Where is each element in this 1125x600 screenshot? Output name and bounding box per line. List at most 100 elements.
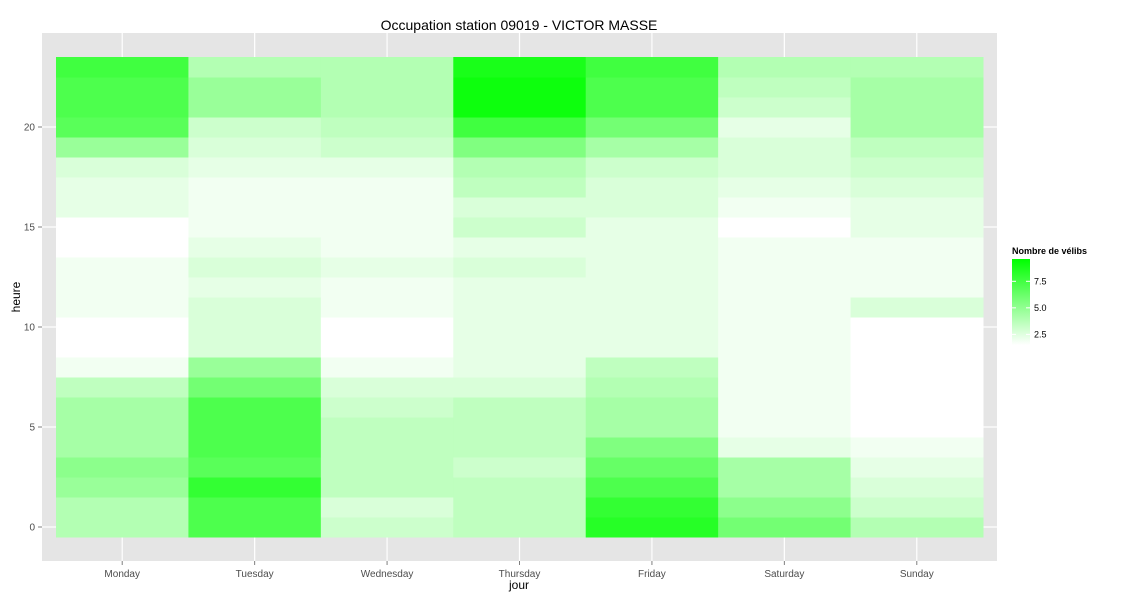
- heatmap-cell: [850, 477, 984, 498]
- heatmap-cell: [850, 197, 984, 218]
- heatmap-cell: [585, 117, 719, 138]
- heatmap-cell: [850, 517, 984, 538]
- heatmap-cell: [718, 257, 852, 278]
- heatmap-cell: [188, 337, 322, 358]
- heatmap-cell: [718, 437, 852, 458]
- heatmap-cell: [188, 297, 322, 318]
- heatmap-cell: [188, 477, 322, 498]
- heatmap-cell: [850, 97, 984, 118]
- heatmap-cell: [585, 237, 719, 258]
- heatmap-cell: [56, 457, 189, 478]
- heatmap-cell: [850, 377, 984, 398]
- x-axis-label: jour: [508, 578, 529, 592]
- heatmap-cell: [188, 437, 322, 458]
- heatmap-cell: [453, 377, 587, 398]
- heatmap-cell: [320, 377, 454, 398]
- heatmap-cell: [188, 257, 322, 278]
- heatmap-cell: [585, 317, 719, 338]
- heatmap-cell: [56, 357, 189, 378]
- heatmap-cell: [718, 97, 852, 118]
- heatmap-cell: [453, 137, 587, 158]
- legend-colorbar: [1012, 259, 1030, 345]
- heatmap-cell: [320, 197, 454, 218]
- heatmap-cell: [56, 317, 189, 338]
- heatmap-cell: [188, 457, 322, 478]
- heatmap-cell: [320, 297, 454, 318]
- heatmap-cell: [585, 477, 719, 498]
- heatmap-cell: [585, 257, 719, 278]
- heatmap-cell: [56, 137, 189, 158]
- heatmap-cell: [320, 137, 454, 158]
- heatmap-cell: [850, 137, 984, 158]
- heatmap-cell: [320, 317, 454, 338]
- heatmap-cell: [585, 277, 719, 298]
- heatmap-cell: [453, 157, 587, 178]
- x-axis-ticks: Monday Tuesday Wednesday Thursday Friday Satu…: [104, 561, 934, 580]
- heatmap-cell: [850, 157, 984, 178]
- heatmap-cell: [320, 417, 454, 438]
- heatmap-cell: [850, 297, 984, 318]
- x-tick-label: Sunday: [900, 569, 934, 580]
- heatmap-cell: [718, 277, 852, 298]
- heatmap-cell: [585, 177, 719, 198]
- heatmap-cell: [320, 237, 454, 258]
- heatmap-cell: [453, 97, 587, 118]
- legend-tick-label: 2.5: [1034, 329, 1047, 339]
- heatmap-cell: [56, 77, 189, 98]
- legend-ticks: 2.5 5.0 7.5: [1012, 276, 1047, 339]
- heatmap-cell: [320, 397, 454, 418]
- heatmap-cell: [320, 257, 454, 278]
- heatmap-cell: [453, 317, 587, 338]
- heatmap-cell: [320, 217, 454, 238]
- heatmap-cell: [585, 137, 719, 158]
- legend-tick-label: 7.5: [1034, 276, 1047, 286]
- heatmap-cell: [188, 517, 322, 538]
- heatmap-cell: [453, 417, 587, 438]
- heatmap-cell: [585, 397, 719, 418]
- heatmap-cell: [718, 497, 852, 518]
- y-axis-label: heure: [9, 281, 23, 312]
- heatmap-cell: [56, 117, 189, 138]
- heatmap-cell: [56, 437, 189, 458]
- heatmap-cell: [850, 277, 984, 298]
- heatmap-cell: [718, 477, 852, 498]
- heatmap-cell: [188, 377, 322, 398]
- heatmap-cell: [56, 417, 189, 438]
- heatmap-cell: [850, 237, 984, 258]
- legend-tick-label: 5.0: [1034, 303, 1047, 313]
- heatmap-cell: [718, 157, 852, 178]
- heatmap-cell: [188, 177, 322, 198]
- heatmap-cell: [188, 157, 322, 178]
- heatmap-cell: [188, 417, 322, 438]
- heatmap-cell: [320, 477, 454, 498]
- heatmap-cell: [453, 457, 587, 478]
- x-tick-label: Thursday: [499, 569, 541, 580]
- heatmap-cell: [320, 457, 454, 478]
- heatmap-cell: [718, 137, 852, 158]
- heatmap-cell: [718, 337, 852, 358]
- heatmap-cell: [453, 57, 587, 78]
- heatmap-cell: [850, 417, 984, 438]
- heatmap-cell: [585, 497, 719, 518]
- heatmap-cell: [585, 57, 719, 78]
- x-tick-label: Friday: [638, 569, 666, 580]
- heatmap-cell: [56, 377, 189, 398]
- heatmap-cell: [718, 117, 852, 138]
- heatmap-cell: [453, 257, 587, 278]
- heatmap-cell: [850, 217, 984, 238]
- heatmap-cell: [56, 217, 189, 238]
- heatmap-cell: [188, 77, 322, 98]
- heatmap-cell: [320, 337, 454, 358]
- heatmap-cell: [453, 517, 587, 538]
- heatmap-cell: [585, 417, 719, 438]
- heatmap-cell: [453, 77, 587, 98]
- heatmap-cell: [850, 117, 984, 138]
- heatmap-cell: [453, 477, 587, 498]
- heatmap-cell: [56, 57, 189, 78]
- heatmap-cell: [850, 497, 984, 518]
- heatmap-cell: [585, 197, 719, 218]
- heatmap-cell: [453, 177, 587, 198]
- heatmap-cell: [188, 137, 322, 158]
- heatmap-cell: [56, 477, 189, 498]
